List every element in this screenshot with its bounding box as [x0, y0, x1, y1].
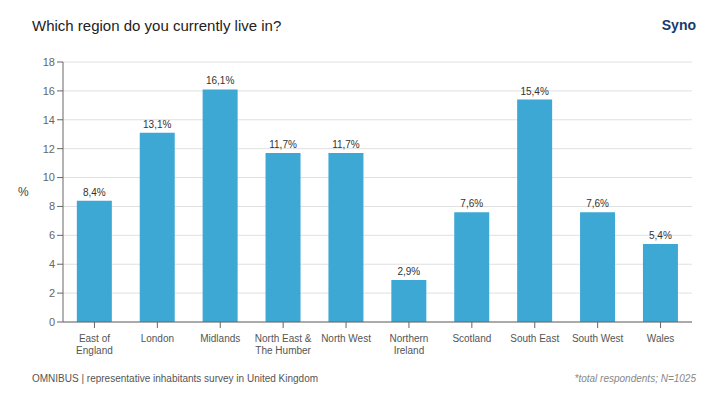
svg-text:NorthernIreland: NorthernIreland [389, 333, 428, 356]
svg-text:%: % [18, 185, 29, 199]
svg-text:11,7%: 11,7% [269, 139, 297, 150]
svg-text:10: 10 [43, 171, 55, 183]
svg-text:7,6%: 7,6% [586, 198, 609, 209]
svg-text:18: 18 [43, 56, 55, 68]
svg-text:South West: South West [572, 333, 624, 344]
svg-text:16: 16 [43, 85, 55, 97]
svg-text:12: 12 [43, 143, 55, 155]
svg-text:6: 6 [49, 229, 55, 241]
svg-text:North East &The Humber: North East &The Humber [255, 333, 312, 356]
svg-text:15,4%: 15,4% [520, 86, 548, 97]
html-text:Syno: Syno [661, 17, 696, 33]
svg-text:North West: North West [321, 333, 371, 344]
svg-text:5,4%: 5,4% [649, 230, 672, 241]
svg-text:Midlands: Midlands [200, 333, 240, 344]
svg-text:2: 2 [49, 287, 55, 299]
html-text:*total respondents; N=1025: *total respondents; N=1025 [574, 373, 696, 384]
html-text:Which region do you currently: Which region do you currently live in? [32, 16, 282, 34]
svg-text:16,1%: 16,1% [206, 75, 234, 86]
svg-text:2,9%: 2,9% [397, 266, 420, 277]
svg-text:13,1%: 13,1% [143, 119, 171, 130]
svg-text:Scotland: Scotland [452, 333, 491, 344]
svg-text:East ofEngland: East ofEngland [76, 333, 113, 356]
svg-text:London: London [141, 333, 174, 344]
html-text:OMNIBUS | representative inhab: OMNIBUS | representative inhabitants sur… [32, 373, 319, 384]
svg-text:South East: South East [510, 333, 559, 344]
svg-text:8,4%: 8,4% [83, 187, 106, 198]
svg-text:8: 8 [49, 200, 55, 212]
svg-text:0: 0 [49, 316, 55, 328]
svg-text:4: 4 [49, 258, 55, 270]
svg-text:11,7%: 11,7% [332, 139, 360, 150]
svg-text:14: 14 [43, 114, 55, 126]
svg-text:7,6%: 7,6% [460, 198, 483, 209]
svg-text:Wales: Wales [647, 333, 674, 344]
